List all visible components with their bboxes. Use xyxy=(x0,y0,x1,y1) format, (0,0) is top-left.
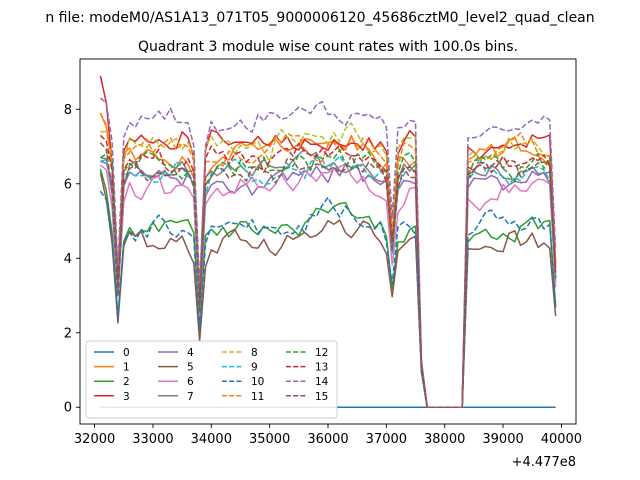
legend-label-7: 7 xyxy=(187,391,194,403)
series-lines xyxy=(99,75,557,408)
series-line-6 xyxy=(99,163,557,408)
legend-label-12: 12 xyxy=(315,347,328,359)
x-tick-label-39000: 39000 xyxy=(482,432,523,447)
series-line-14 xyxy=(99,97,557,408)
x-tick-label-36000: 36000 xyxy=(307,432,348,447)
y-tick-label-0: 0 xyxy=(64,401,72,416)
plot-area: 32000 33000 34000 35000 36000 37000 38000 39000… xyxy=(64,58,582,447)
legend-label-5: 5 xyxy=(187,362,194,374)
legend-label-4: 4 xyxy=(187,347,194,359)
x-tick-label-34000: 34000 xyxy=(191,432,232,447)
chart-title: Quadrant 3 module wise count rates with … xyxy=(138,39,518,55)
series-line-13 xyxy=(99,134,557,408)
legend-label-6: 6 xyxy=(187,376,194,388)
y-tick-label-2: 2 xyxy=(64,326,72,341)
chart-suptitle: n file: modeM0/AS1A13_071T05_9000006120_… xyxy=(45,10,594,26)
y-tick-label-8: 8 xyxy=(64,103,72,118)
legend-label-2: 2 xyxy=(123,376,130,388)
legend-label-8: 8 xyxy=(251,347,258,359)
x-tick-label-32000: 32000 xyxy=(74,432,115,447)
x-tick-label-35000: 35000 xyxy=(249,432,290,447)
legend-box xyxy=(85,340,338,419)
legend-label-0: 0 xyxy=(123,347,130,359)
x-tick-label-38000: 38000 xyxy=(424,432,465,447)
series-line-15 xyxy=(99,142,557,408)
series-line-5 xyxy=(99,172,557,408)
legend-label-15: 15 xyxy=(315,391,328,403)
legend-label-3: 3 xyxy=(123,391,130,403)
x-tick-label-37000: 37000 xyxy=(366,432,407,447)
legend-label-11: 11 xyxy=(251,391,264,403)
y-tick-label-6: 6 xyxy=(64,177,72,192)
y-tick-label-4: 4 xyxy=(64,252,72,267)
series-line-11 xyxy=(99,112,557,408)
legend-label-9: 9 xyxy=(251,362,258,374)
x-tick-label-33000: 33000 xyxy=(132,432,173,447)
x-offset-label: +4.477e8 xyxy=(512,455,576,470)
series-line-4 xyxy=(100,160,557,408)
series-line-12 xyxy=(100,149,557,408)
series-line-2 xyxy=(99,168,557,408)
legend-label-1: 1 xyxy=(123,362,130,374)
series-line-7 xyxy=(100,148,557,408)
legend-label-13: 13 xyxy=(315,362,328,374)
legend-label-14: 14 xyxy=(315,376,329,388)
x-tick-label-40000: 40000 xyxy=(541,432,582,447)
legend-label-10: 10 xyxy=(251,376,264,388)
series-line-10 xyxy=(99,190,557,408)
